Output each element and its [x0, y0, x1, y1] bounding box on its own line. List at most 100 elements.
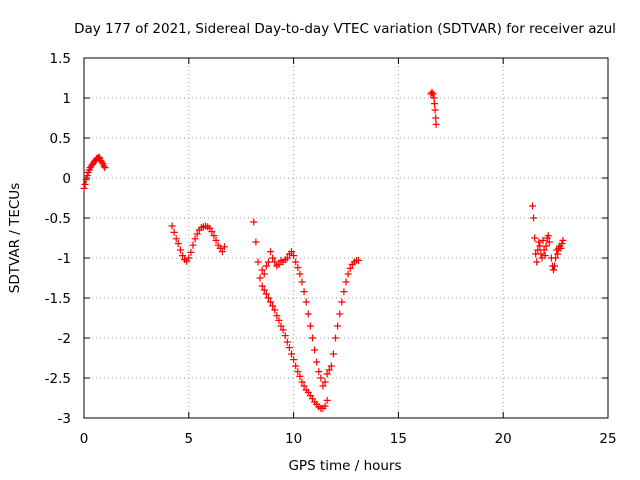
data-point	[321, 378, 329, 386]
data-point	[432, 120, 440, 128]
data-point	[220, 243, 228, 251]
data-point	[252, 238, 260, 246]
data-point	[338, 298, 346, 306]
y-tick-label: -1.5	[45, 291, 71, 307]
data-point	[531, 234, 539, 242]
data-point	[540, 246, 548, 254]
data-point	[285, 344, 293, 352]
y-tick-label: 0.5	[50, 131, 71, 147]
y-tick-label: 1	[62, 91, 71, 107]
data-point	[296, 270, 304, 278]
data-point	[306, 322, 314, 330]
data-point	[269, 302, 277, 310]
data-point	[281, 332, 289, 340]
data-point	[260, 270, 268, 278]
data-point	[541, 252, 549, 260]
data-point	[542, 242, 550, 250]
data-point	[271, 258, 279, 266]
data-point	[325, 366, 333, 374]
data-point	[529, 202, 537, 210]
data-point	[193, 230, 201, 238]
y-tick-labels: -3 -2.5 -2 -1.5 -1 -0.5 0 0.5 1 1.5	[45, 51, 71, 427]
data-point	[283, 338, 291, 346]
data-point	[189, 241, 197, 249]
series-arc-3	[250, 218, 331, 412]
data-point	[537, 250, 545, 258]
data-point	[536, 242, 544, 250]
data-point	[292, 362, 300, 370]
data-point	[279, 326, 287, 334]
data-point	[269, 254, 277, 262]
data-point	[100, 162, 108, 170]
data-point	[428, 88, 436, 96]
data-point	[185, 254, 193, 262]
data-point	[544, 232, 552, 240]
data-point	[174, 240, 182, 248]
data-point	[430, 100, 438, 108]
data-point	[264, 258, 272, 266]
grid-lines	[84, 58, 608, 418]
data-point	[533, 258, 541, 266]
data-point	[271, 306, 279, 314]
data-point	[212, 236, 220, 244]
data-point	[187, 248, 195, 256]
data-point	[550, 266, 558, 274]
data-point	[321, 402, 329, 410]
y-tick-label: -3	[58, 411, 71, 427]
data-point	[308, 334, 316, 342]
data-point	[296, 372, 304, 380]
data-point	[530, 214, 538, 222]
data-point	[294, 368, 302, 376]
data-point	[340, 288, 348, 296]
data-point	[170, 228, 178, 236]
data-point	[535, 238, 543, 246]
data-point	[275, 260, 283, 268]
series-arc-5	[427, 88, 440, 128]
data-point	[304, 310, 312, 318]
y-tick-label: -2.5	[45, 371, 71, 387]
data-point	[218, 248, 226, 256]
series-arc-1	[80, 153, 109, 192]
data-point	[101, 164, 109, 172]
data-point	[250, 218, 258, 226]
data-point	[277, 322, 285, 330]
y-tick-label: -2	[58, 331, 71, 347]
data-point	[300, 288, 308, 296]
data-point	[551, 262, 559, 270]
data-point	[176, 246, 184, 254]
x-tick-labels: 0 5 10 15 20 25	[80, 431, 617, 447]
data-point	[300, 382, 308, 390]
x-axis-label: GPS time / hours	[288, 458, 401, 474]
x-tick-label: 15	[390, 431, 407, 447]
data-point	[317, 374, 325, 382]
axis-ticks	[83, 57, 609, 419]
data-point	[334, 322, 342, 330]
x-tick-label: 0	[80, 431, 89, 447]
data-point	[558, 240, 566, 248]
series-arc-6	[529, 202, 567, 274]
data-point	[210, 232, 218, 240]
data-point	[262, 290, 270, 298]
data-point	[260, 286, 268, 294]
plot-border	[83, 57, 609, 419]
data-point	[429, 90, 437, 98]
data-point	[313, 358, 321, 366]
data-point	[336, 310, 344, 318]
data-point	[264, 294, 272, 302]
data-point	[332, 334, 340, 342]
data-point	[302, 298, 310, 306]
data-point	[262, 262, 270, 270]
data-point	[267, 248, 275, 256]
series-arc-2	[168, 222, 228, 265]
data-point	[539, 236, 547, 244]
data-point	[275, 316, 283, 324]
data-point	[342, 278, 350, 286]
data-point	[346, 264, 354, 272]
data-point	[534, 246, 542, 254]
data-point	[288, 350, 296, 358]
data-point	[98, 158, 106, 166]
x-tick-label: 25	[599, 431, 616, 447]
data-point	[267, 298, 275, 306]
data-point	[258, 282, 266, 290]
data-point	[254, 258, 262, 266]
